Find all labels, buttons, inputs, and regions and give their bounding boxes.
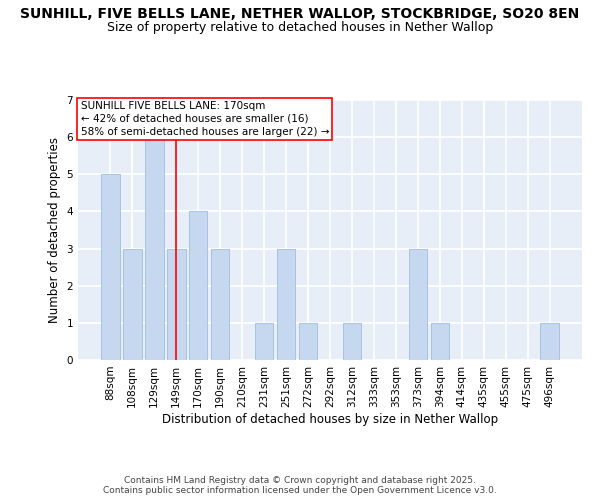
Bar [211,248,229,360]
Bar [189,212,208,360]
Bar [101,174,119,360]
Bar [541,323,559,360]
Text: Size of property relative to detached houses in Nether Wallop: Size of property relative to detached ho… [107,21,493,34]
Text: SUNHILL FIVE BELLS LANE: 170sqm
← 42% of detached houses are smaller (16)
58% of: SUNHILL FIVE BELLS LANE: 170sqm ← 42% of… [80,101,329,137]
Y-axis label: Number of detached properties: Number of detached properties [48,137,61,323]
Bar [299,323,317,360]
Bar [255,323,274,360]
Bar [145,137,164,360]
Bar [409,248,427,360]
Bar [343,323,361,360]
X-axis label: Distribution of detached houses by size in Nether Wallop: Distribution of detached houses by size … [162,412,498,426]
Bar [123,248,142,360]
Text: Contains HM Land Registry data © Crown copyright and database right 2025.
Contai: Contains HM Land Registry data © Crown c… [103,476,497,495]
Bar [431,323,449,360]
Bar [277,248,295,360]
Bar [167,248,185,360]
Text: SUNHILL, FIVE BELLS LANE, NETHER WALLOP, STOCKBRIDGE, SO20 8EN: SUNHILL, FIVE BELLS LANE, NETHER WALLOP,… [20,8,580,22]
